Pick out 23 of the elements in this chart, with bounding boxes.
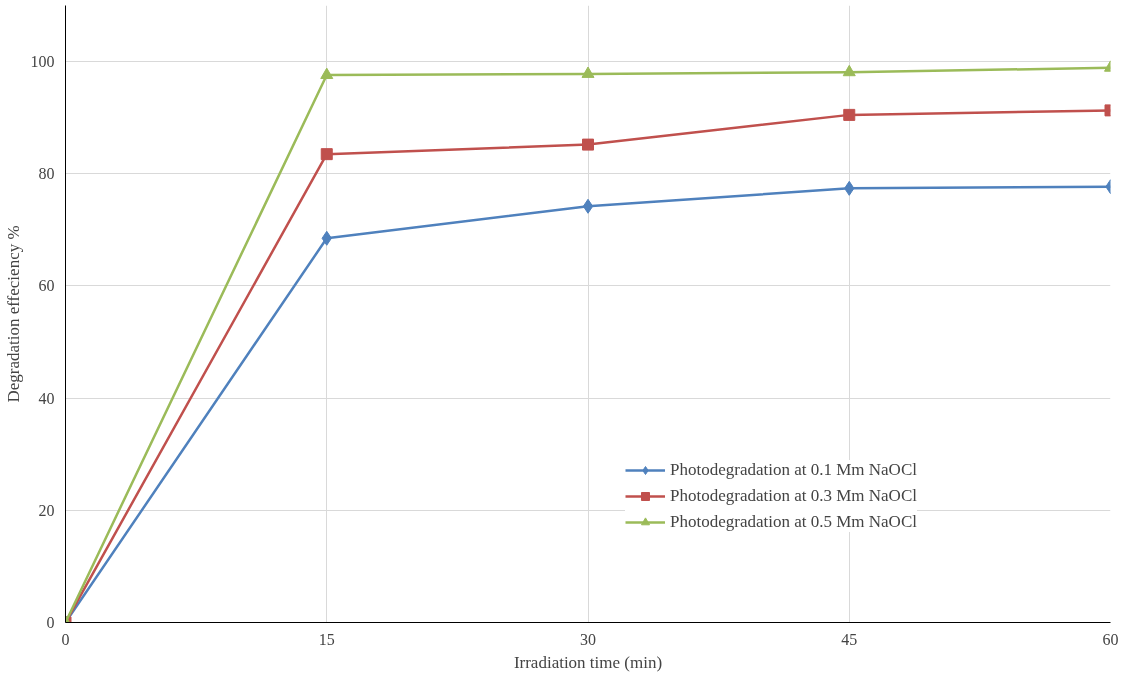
y-axis-title: Degradation effeciency % xyxy=(3,225,23,403)
y-tick-label: 80 xyxy=(38,165,55,183)
x-axis-title: Irradiation time (min) xyxy=(513,652,663,672)
legend-label: Photodegradation at 0.5 Mm NaOCl xyxy=(670,512,917,532)
x-tick-label: 45 xyxy=(841,630,858,648)
point xyxy=(842,64,856,77)
point xyxy=(581,66,595,78)
x-tick-label: 60 xyxy=(1102,630,1119,648)
legend-label: Photodegradation at 0.3 Mm NaOCl xyxy=(670,486,917,506)
point xyxy=(582,198,594,214)
x-tick-label: 30 xyxy=(580,630,596,648)
y-tick-label: 0 xyxy=(46,614,55,631)
point xyxy=(320,67,334,80)
point xyxy=(843,108,856,121)
x-tick-label: 15 xyxy=(318,630,335,648)
point xyxy=(320,148,333,161)
point xyxy=(582,138,594,151)
y-tick-label: 60 xyxy=(38,277,55,295)
x-tick-label: 0 xyxy=(61,630,70,648)
y-tick-label: 40 xyxy=(38,389,55,407)
y-tick-label: 100 xyxy=(30,53,55,71)
legend-label: Photodegradation at 0.1 Mm NaOCl xyxy=(670,460,917,480)
y-tick-label: 20 xyxy=(38,501,55,519)
